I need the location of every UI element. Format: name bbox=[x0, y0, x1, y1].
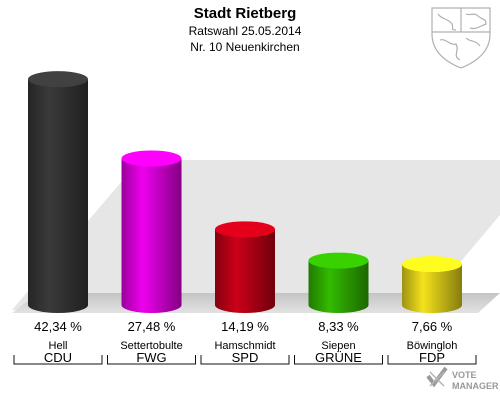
bar-fwg bbox=[121, 150, 182, 313]
bar-top bbox=[402, 256, 462, 273]
bar-cdu bbox=[28, 71, 88, 313]
checkmark-icon bbox=[426, 366, 448, 388]
bar-top bbox=[28, 71, 88, 88]
value-label: 7,66 % bbox=[412, 319, 453, 334]
bar-body bbox=[308, 260, 369, 313]
value-label: 42,34 % bbox=[34, 319, 82, 334]
party-label: FDP bbox=[419, 350, 445, 365]
candidate-label: Siepen bbox=[321, 340, 355, 352]
bar-body bbox=[215, 229, 275, 313]
candidate-label: Hamschmidt bbox=[214, 340, 275, 352]
bar-top bbox=[215, 221, 275, 238]
chart-district: Nr. 10 Neuenkirchen bbox=[190, 40, 299, 54]
value-label: 8,33 % bbox=[318, 319, 359, 334]
category-bracket bbox=[107, 355, 196, 365]
candidate-label: Hell bbox=[49, 340, 68, 352]
candidate-label: Böwingloh bbox=[407, 340, 458, 352]
value-label: 14,19 % bbox=[221, 319, 269, 334]
bars-group bbox=[28, 71, 462, 313]
party-label: SPD bbox=[232, 350, 259, 365]
watermark-line-1: VOTE bbox=[452, 370, 477, 380]
bar-body bbox=[28, 79, 88, 313]
bar-spd bbox=[215, 221, 275, 313]
bar-top bbox=[121, 150, 182, 167]
value-label: 27,48 % bbox=[128, 319, 176, 334]
bar-body bbox=[121, 158, 182, 313]
vote-manager-watermark: VOTE MANAGER bbox=[426, 366, 499, 391]
bar-top bbox=[308, 252, 369, 269]
bar-fdp bbox=[402, 256, 462, 313]
coat-of-arms-icon bbox=[431, 7, 491, 69]
bar-grüne bbox=[308, 252, 369, 313]
category-bracket bbox=[387, 355, 477, 365]
party-label: FWG bbox=[136, 350, 166, 365]
chart-title: Stadt Rietberg bbox=[194, 5, 297, 22]
watermark-line-2: MANAGER bbox=[452, 381, 499, 391]
category-bracket bbox=[13, 355, 103, 365]
chart-subtitle: Ratswahl 25.05.2014 bbox=[189, 24, 302, 38]
candidate-label: Settertobulte bbox=[120, 340, 182, 352]
party-label: GRÜNE bbox=[315, 350, 362, 365]
category-bracket bbox=[294, 355, 383, 365]
category-bracket bbox=[200, 355, 290, 365]
bar-body bbox=[402, 264, 462, 313]
party-label: CDU bbox=[44, 350, 72, 365]
